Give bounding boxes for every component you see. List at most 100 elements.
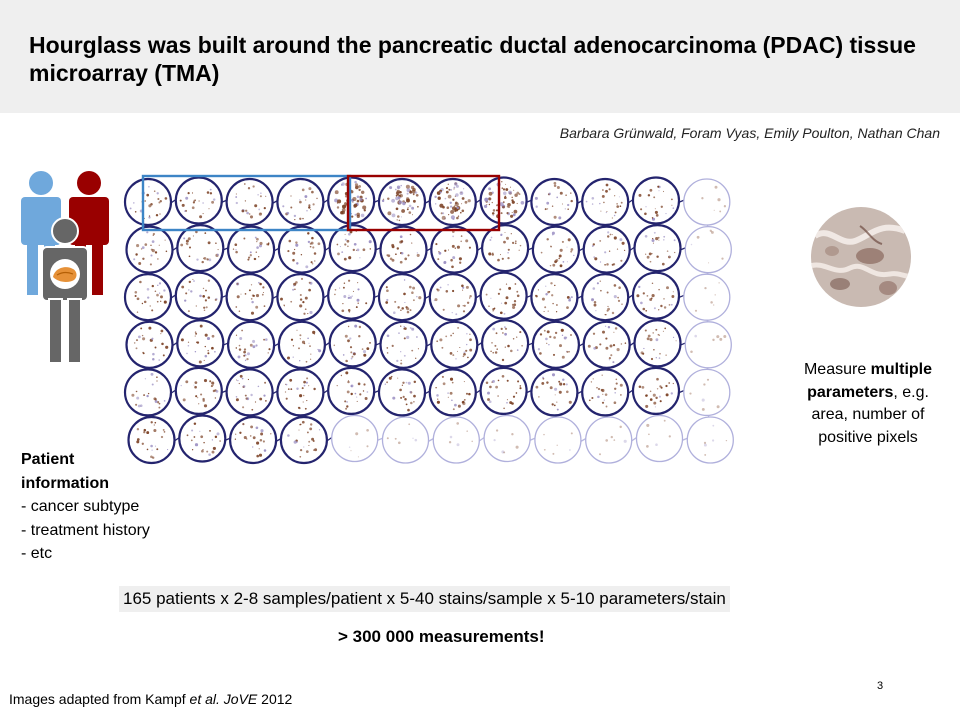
stain-dot — [462, 400, 465, 403]
stain-dot — [151, 240, 155, 243]
stain-dot — [334, 293, 336, 296]
stain-dot — [256, 237, 259, 241]
stain-dot — [203, 309, 206, 311]
stain-dot — [252, 436, 256, 440]
stain-dot — [621, 241, 625, 245]
stain-dot — [270, 433, 272, 435]
highlight-box-red — [346, 174, 501, 232]
stain-dot — [703, 441, 707, 444]
stain-dot — [382, 198, 385, 200]
tma-core — [633, 223, 682, 273]
stain-dot — [559, 344, 562, 348]
stain-dot — [195, 305, 197, 307]
stain-dot — [158, 244, 160, 246]
stain-dot — [591, 396, 594, 400]
stain-dot — [302, 394, 305, 397]
stain-dot — [487, 398, 490, 401]
stain-dot — [296, 329, 298, 331]
tma-core — [582, 320, 631, 369]
stain-dot — [469, 297, 471, 299]
stain-dot — [217, 249, 219, 251]
stain-dot — [514, 242, 517, 245]
stain-dot — [436, 340, 439, 343]
tma-core — [686, 416, 734, 464]
stain-dot — [602, 330, 605, 334]
tma-core — [481, 223, 530, 273]
stain-dot — [403, 327, 405, 330]
tma-core — [125, 225, 174, 274]
stain-dot — [341, 182, 345, 186]
stain-dot — [520, 201, 525, 205]
stain-dot — [611, 217, 614, 219]
stain-dot — [690, 243, 693, 246]
stain-dot — [255, 305, 259, 309]
stain-dot — [347, 339, 350, 343]
stain-dot — [185, 239, 189, 243]
tma-grid-image — [123, 174, 734, 465]
stain-dot — [243, 237, 246, 240]
stain-dot — [208, 208, 210, 210]
measure-text-start: Measure — [803, 361, 871, 378]
stain-dot — [412, 437, 414, 439]
stain-dot — [337, 199, 342, 204]
stain-dot — [466, 301, 470, 304]
stain-dot — [263, 206, 266, 210]
stain-dot — [368, 240, 372, 244]
stain-dot — [239, 374, 243, 378]
stain-dot — [286, 356, 291, 360]
stain-dot — [451, 265, 454, 269]
stain-dot — [561, 203, 564, 205]
stain-dot — [462, 305, 464, 307]
stain-dot — [395, 253, 397, 256]
stain-dot — [599, 261, 602, 263]
stain-dot — [505, 188, 509, 191]
stain-dot — [613, 236, 617, 240]
stain-dot — [505, 183, 507, 185]
stain-dot — [164, 239, 166, 241]
stain-dot — [156, 293, 159, 297]
stain-dot — [471, 440, 473, 443]
stain-dot — [209, 430, 211, 432]
stain-dot — [263, 338, 266, 341]
stain-dot — [312, 246, 315, 249]
image-credit: Images adapted from Kampf et al. JoVE 20… — [9, 691, 292, 707]
stain-dot — [469, 348, 473, 352]
tma-core — [479, 271, 528, 320]
stain-dot — [503, 407, 505, 410]
stain-dot — [237, 380, 239, 382]
stain-dot — [402, 395, 405, 398]
stain-dot — [252, 185, 255, 188]
stain-dot — [342, 286, 345, 289]
stain-dot — [496, 348, 498, 350]
stain-dot — [457, 304, 461, 308]
stain-dot — [505, 283, 508, 285]
stain-dot — [447, 249, 450, 251]
stain-dot — [136, 297, 140, 301]
stain-dot — [299, 217, 302, 220]
stain-dot — [503, 191, 507, 196]
stain-dot — [356, 199, 360, 203]
stain-dot — [613, 295, 617, 299]
stain-dot — [350, 385, 353, 388]
stain-dot — [196, 258, 199, 261]
stain-dot — [300, 254, 303, 256]
stain-dot — [549, 335, 552, 339]
stain-dot — [653, 231, 656, 234]
stain-dot — [591, 197, 595, 200]
stain-dot — [397, 306, 400, 309]
stain-dot — [207, 296, 211, 299]
stain-dot — [260, 192, 262, 194]
stain-dot — [358, 188, 361, 192]
stain-dot — [247, 258, 250, 261]
tma-core — [381, 416, 430, 464]
tma-core — [631, 366, 681, 415]
stain-dot — [446, 206, 450, 209]
stain-dot — [345, 359, 348, 363]
stain-dot — [198, 403, 200, 405]
stain-dot — [396, 359, 399, 363]
stain-dot — [260, 432, 264, 436]
stain-dot — [389, 186, 393, 190]
stain-dot — [163, 289, 166, 292]
stain-dot — [570, 192, 572, 194]
stain-dot — [336, 385, 338, 387]
